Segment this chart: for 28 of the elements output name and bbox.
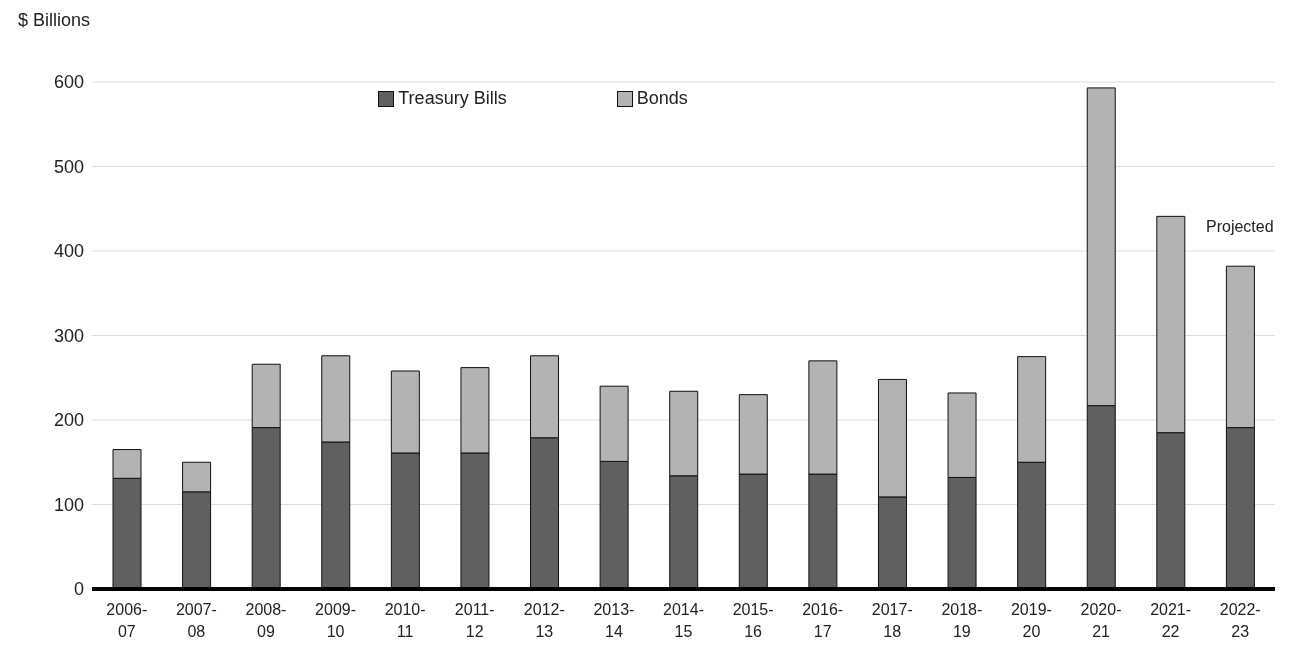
x-tick-label: 2007-08 [175, 601, 217, 640]
x-tick-label: 2016-17 [802, 601, 844, 640]
legend-label: Treasury Bills [398, 88, 507, 109]
x-tick-label: 2009-10 [315, 601, 357, 640]
x-tick-label: 2012-13 [523, 601, 565, 640]
y-tick-label: 100 [53, 494, 84, 515]
x-tick-label: 2013-14 [593, 601, 635, 640]
x-tick-label: 2022-23 [1219, 601, 1261, 640]
y-tick-label: 600 [53, 72, 84, 93]
y-tick-label: 400 [53, 241, 84, 262]
x-tick-label: 2008-09 [245, 601, 287, 640]
annotation: Projected [1206, 218, 1274, 236]
x-tick-label: 2014-15 [663, 601, 704, 640]
x-tick-label: 2018-19 [941, 601, 983, 640]
legend-label: Bonds [636, 88, 688, 109]
y-tick-label: 500 [53, 156, 84, 177]
x-tick-label: 2020-21 [1080, 601, 1122, 640]
x-tick-label: 2015-16 [732, 601, 774, 640]
y-tick-label: 300 [53, 325, 84, 346]
y-tick-label: 0 [73, 579, 84, 600]
x-tick-label: 2006-07 [106, 601, 148, 640]
x-tick-label: 2019-20 [1010, 601, 1052, 640]
x-tick-label: 2017-18 [871, 601, 913, 640]
x-tick-label: 2021-22 [1150, 601, 1192, 640]
x-tick-label: 2011-12 [454, 601, 495, 640]
y-axis-title: $ Billions [18, 10, 91, 31]
y-tick-label: 200 [53, 410, 84, 431]
x-tick-label: 2010-11 [384, 601, 426, 640]
